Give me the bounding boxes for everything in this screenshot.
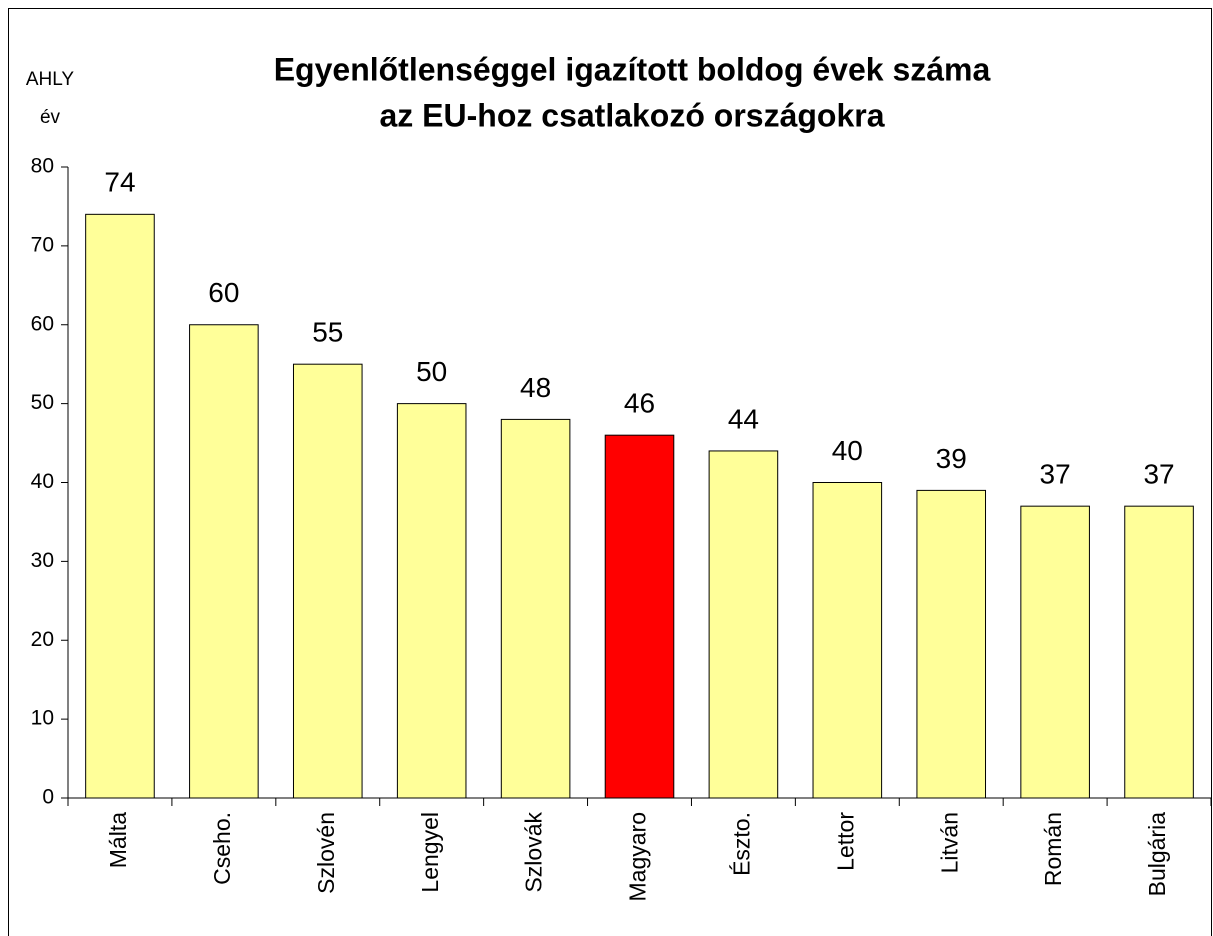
bar bbox=[500, 418, 571, 799]
data-label: 37 bbox=[1143, 459, 1174, 490]
y-tick-label: 70 bbox=[31, 233, 54, 256]
bar bbox=[916, 489, 987, 799]
bar bbox=[292, 363, 363, 799]
y-tick-label: 0 bbox=[42, 786, 54, 809]
bar bbox=[396, 403, 467, 799]
y-tick-label: 30 bbox=[31, 549, 54, 572]
y-axis-label: AHLY bbox=[26, 69, 75, 90]
x-tick-label: Lettor bbox=[832, 812, 858, 871]
chart-title: Egyenlőtlenséggel igazított boldog évek … bbox=[274, 51, 991, 87]
x-tick-label: Észto. bbox=[728, 812, 754, 876]
data-label: 74 bbox=[104, 167, 135, 198]
data-label: 39 bbox=[936, 443, 967, 474]
data-label: 37 bbox=[1040, 459, 1071, 490]
data-label: 48 bbox=[520, 372, 551, 403]
y-tick-label: 20 bbox=[31, 628, 54, 651]
bar bbox=[604, 434, 675, 799]
x-tick-label: Litván bbox=[936, 812, 962, 873]
x-tick-label: Bulgária bbox=[1144, 812, 1170, 897]
bar bbox=[85, 213, 155, 799]
data-label: 40 bbox=[832, 435, 863, 466]
bar bbox=[1124, 505, 1194, 799]
data-label: 46 bbox=[624, 388, 655, 419]
x-tick-label: Magyaro bbox=[625, 812, 651, 901]
y-axis-label: év bbox=[40, 107, 61, 128]
data-label: 55 bbox=[312, 317, 343, 348]
y-tick-label: 10 bbox=[31, 707, 54, 730]
bar bbox=[812, 482, 883, 799]
x-tick-label: Román bbox=[1040, 812, 1066, 886]
chart-title: az EU-hoz csatlakozó országokra bbox=[379, 97, 884, 133]
frame bbox=[8, 8, 1212, 936]
x-tick-label: Szlovén bbox=[313, 812, 339, 894]
bar bbox=[189, 324, 259, 799]
data-label: 60 bbox=[208, 277, 239, 308]
data-label: 50 bbox=[416, 356, 447, 387]
bar bbox=[1020, 505, 1090, 799]
x-tick-label: Szlovák bbox=[521, 812, 547, 893]
y-tick-label: 60 bbox=[31, 312, 54, 335]
bar bbox=[708, 450, 779, 799]
x-tick-label: Málta bbox=[105, 812, 131, 868]
x-tick-label: Lengyel bbox=[417, 812, 443, 893]
data-label: 44 bbox=[728, 403, 759, 434]
x-tick-label: Cseho. bbox=[209, 812, 235, 885]
y-tick-label: 80 bbox=[31, 155, 54, 178]
y-tick-label: 50 bbox=[31, 391, 54, 414]
y-tick-label: 40 bbox=[31, 470, 54, 493]
